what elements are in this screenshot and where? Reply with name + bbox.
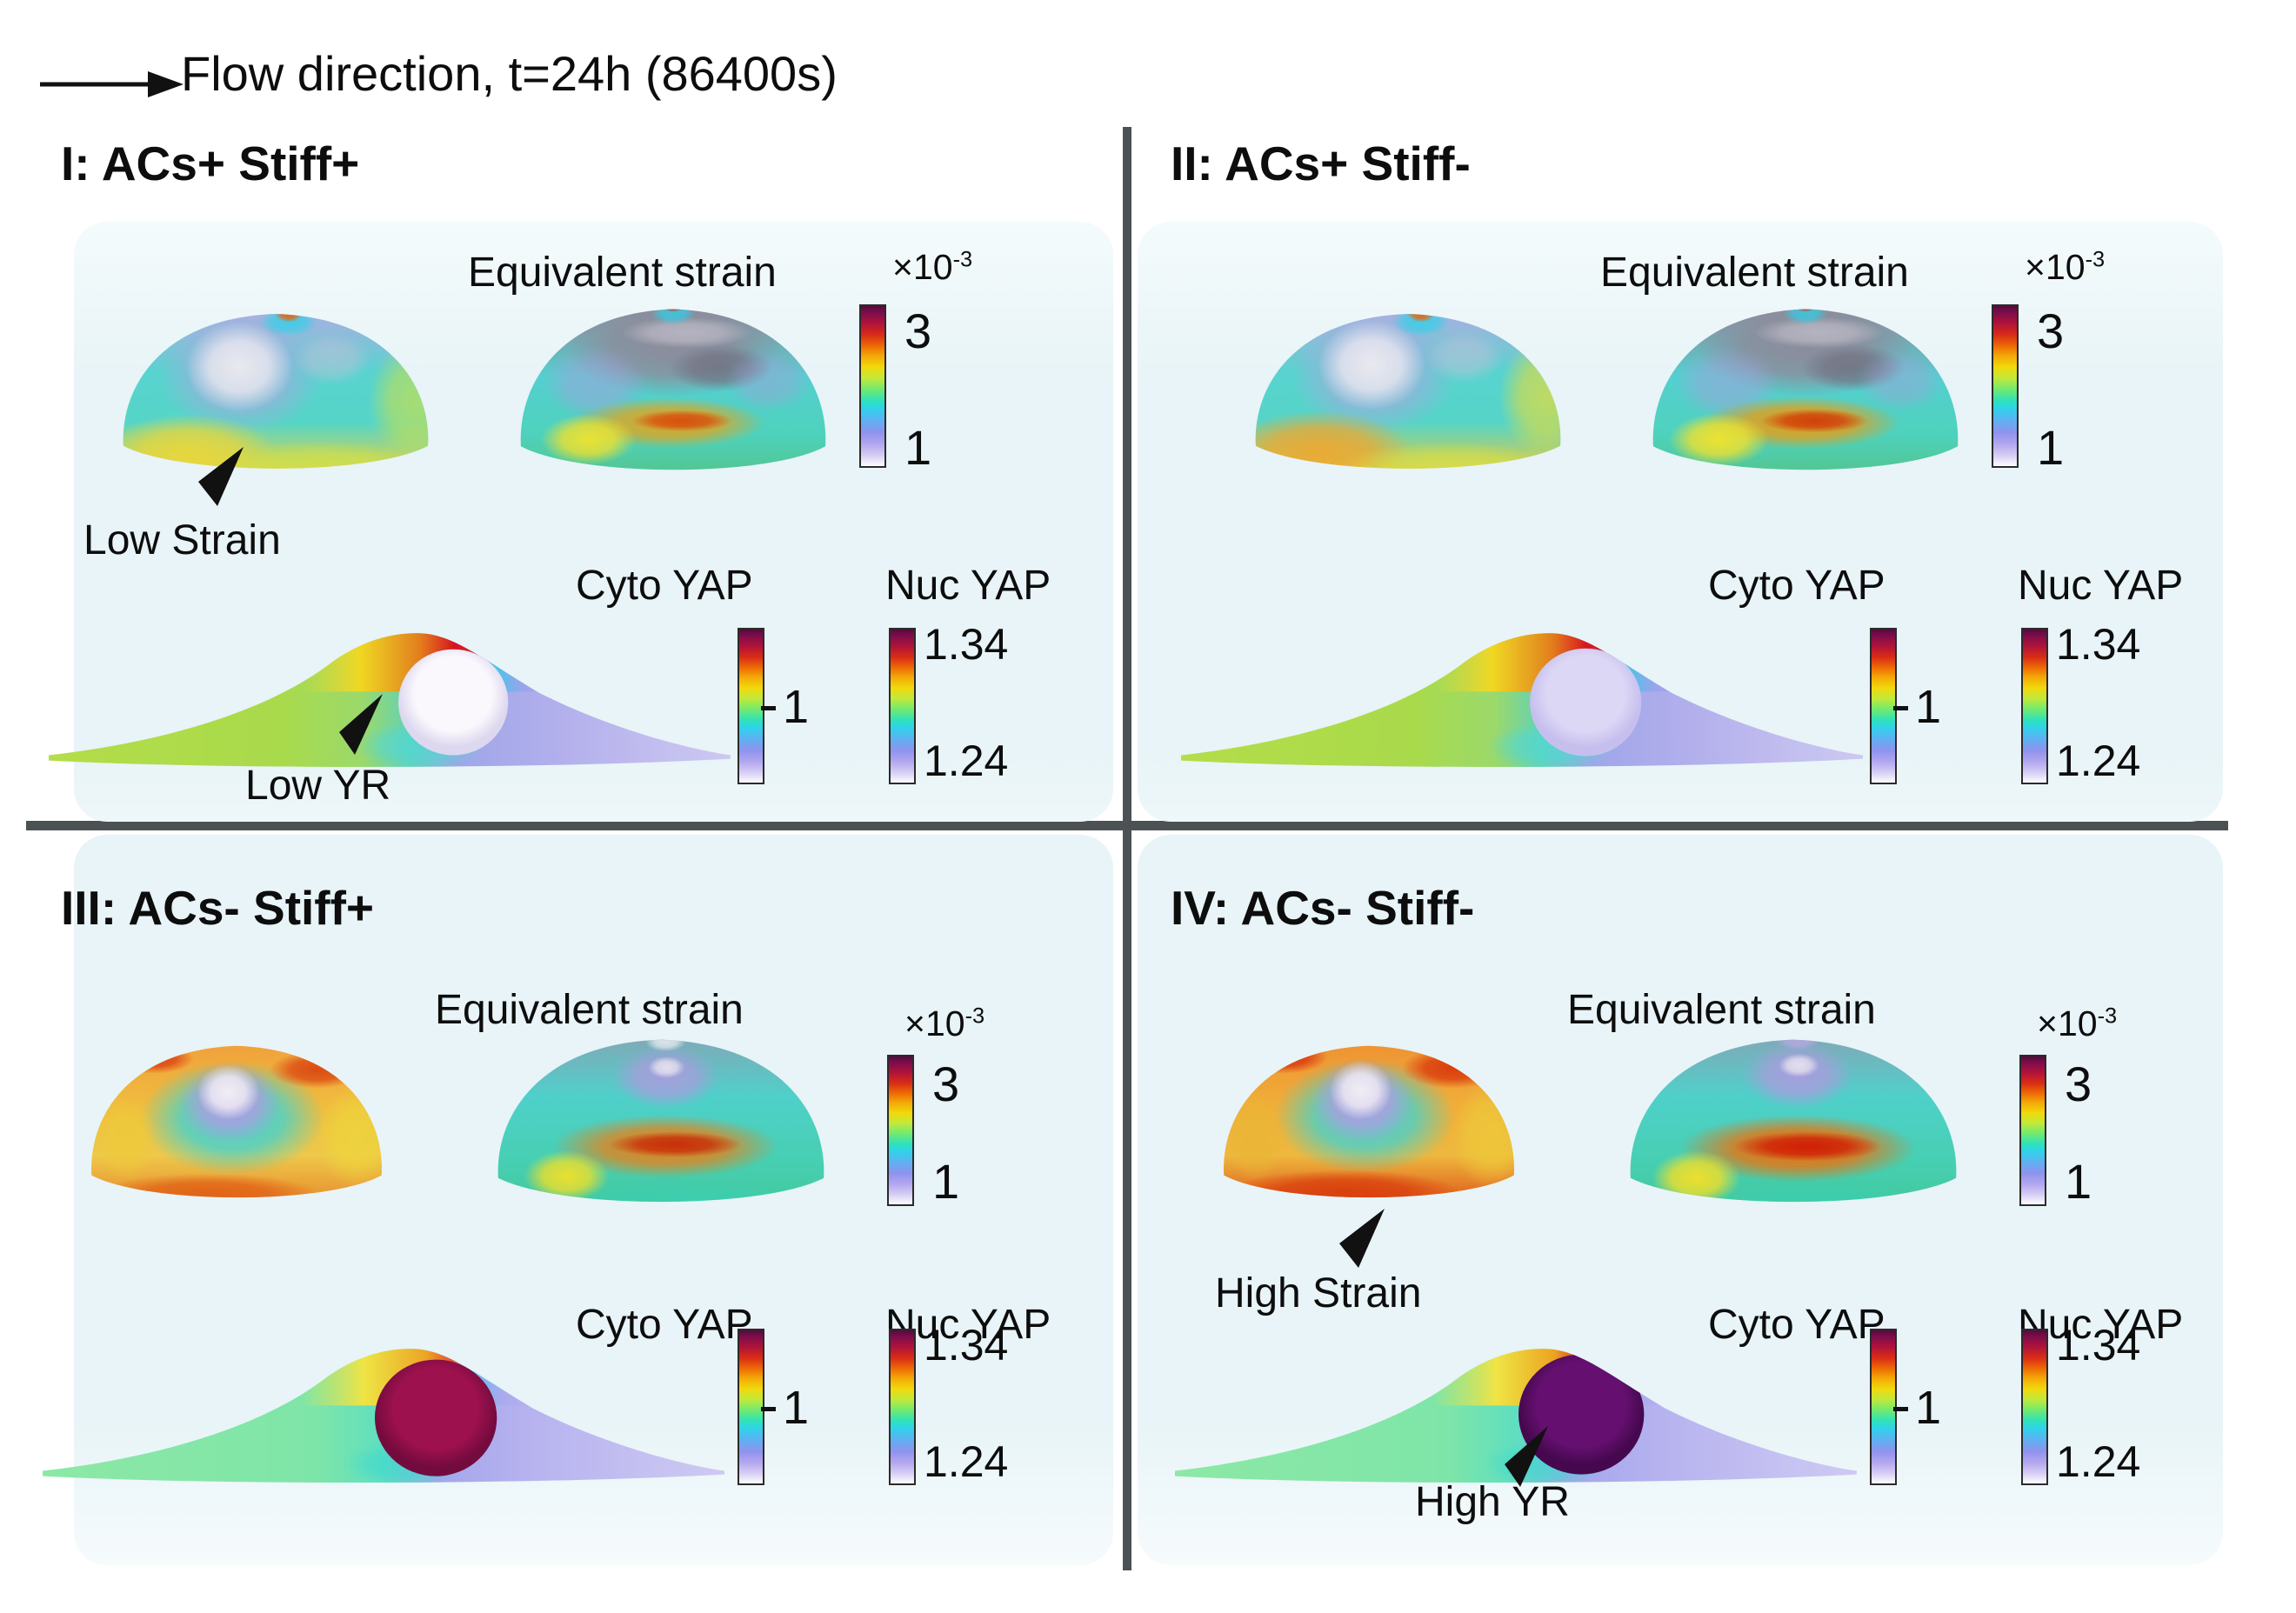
- annotation-low-yr: Low YR: [245, 763, 391, 809]
- flow-direction-arrow-icon: [40, 71, 184, 97]
- strain-scale-multiplier: ×10-3: [2037, 1003, 2117, 1044]
- strain-dome-right: [509, 297, 838, 483]
- cyto-colorbar-tick: [1893, 706, 1908, 710]
- strain-dome-right: [485, 1028, 837, 1216]
- nuc-colorbar-min: 1.24: [2056, 737, 2141, 785]
- quadrant-title: IV: ACs- Stiff-: [1171, 881, 1475, 935]
- cyto-colorbar-tick: [761, 706, 776, 710]
- nuc-colorbar-min: 1.24: [2056, 1437, 2141, 1486]
- nuc-yap-colorbar: [889, 628, 916, 784]
- strain-colorbar-min: 1: [932, 1154, 960, 1209]
- arrowhead-icon: [1505, 1426, 1548, 1487]
- strain-colorbar-min: 1: [2065, 1154, 2092, 1209]
- multiplier-base: ×10: [2037, 1003, 2098, 1043]
- annotation-low-strain: Low Strain: [83, 517, 281, 563]
- annotation-high-yr: High YR: [1415, 1479, 1570, 1525]
- nuc-colorbar-min: 1.24: [924, 1437, 1009, 1486]
- nuc-yap-colorbar: [2021, 1329, 2048, 1485]
- cyto-yap-label: Cyto YAP: [1708, 1302, 1886, 1348]
- multiplier-exponent: -3: [2097, 1003, 2118, 1029]
- quadrant-II: II: ACs+ Stiff- Equivalent strain ×10-3 …: [1132, 0, 2296, 826]
- multiplier-base: ×10: [2025, 247, 2086, 287]
- cyto-colorbar-tick-label: 1: [1915, 1382, 1942, 1434]
- nuc-yap-colorbar: [889, 1329, 916, 1485]
- nuc-yap-label: Nuc YAP: [2018, 563, 2184, 609]
- multiplier-exponent: -3: [964, 1003, 985, 1029]
- strain-dome-left: [80, 1035, 393, 1210]
- equivalent-strain-label: Equivalent strain: [468, 250, 777, 296]
- strain-colorbar: [1992, 304, 2019, 468]
- nuc-colorbar-max: 1.34: [2056, 1321, 2141, 1370]
- equivalent-strain-label: Equivalent strain: [1567, 987, 1876, 1033]
- strain-dome-left: [111, 303, 440, 482]
- strain-colorbar-min: 1: [2037, 420, 2065, 475]
- multiplier-base: ×10: [904, 1003, 965, 1043]
- nuc-yap-colorbar: [2021, 628, 2048, 784]
- strain-colorbar-max: 3: [2065, 1056, 2092, 1111]
- quadrant-I: I: ACs+ Stiff+ Equivalent strain ×10-3 3…: [0, 0, 1124, 826]
- cyto-colorbar-tick: [761, 1407, 776, 1411]
- strain-colorbar: [887, 1055, 914, 1206]
- cyto-colorbar-tick-label: 1: [783, 1382, 810, 1434]
- quadrant-title: II: ACs+ Stiff-: [1171, 137, 1471, 190]
- arrowhead-icon: [1339, 1209, 1385, 1268]
- cell-cross-section: [1178, 609, 1866, 781]
- strain-colorbar-max: 3: [2037, 303, 2065, 358]
- multiplier-exponent: -3: [952, 247, 973, 272]
- quadrant-IV: IV: ACs- Stiff- Equivalent strain ×10-3 …: [1132, 833, 2296, 1613]
- annotation-high-strain: High Strain: [1215, 1270, 1422, 1316]
- cyto-colorbar-tick: [1893, 1407, 1908, 1411]
- multiplier-base: ×10: [892, 247, 953, 287]
- quadrant-title: I: ACs+ Stiff+: [61, 137, 360, 190]
- arrowhead-icon: [198, 447, 244, 506]
- quadrant-III: III: ACs- Stiff+ Equivalent strain ×10-3…: [0, 833, 1124, 1613]
- divider-vertical: [1123, 127, 1131, 1570]
- strain-dome-left: [1244, 303, 1572, 482]
- cell-cross-section: [39, 1324, 728, 1496]
- strain-colorbar-max: 3: [904, 303, 932, 358]
- nuc-colorbar-max: 1.34: [2056, 620, 2141, 669]
- strain-dome-left: [1212, 1035, 1525, 1210]
- strain-scale-multiplier: ×10-3: [892, 247, 972, 288]
- strain-colorbar: [2019, 1055, 2046, 1206]
- strain-scale-multiplier: ×10-3: [2025, 247, 2105, 288]
- strain-dome-right: [1618, 1028, 1969, 1216]
- cyto-yap-label: Cyto YAP: [576, 1302, 753, 1348]
- strain-colorbar-min: 1: [904, 420, 932, 475]
- divider-horizontal: [26, 821, 2228, 830]
- multiplier-exponent: -3: [2085, 247, 2106, 272]
- flow-direction-label: Flow direction, t=24h (86400s): [181, 46, 838, 101]
- cyto-colorbar-tick-label: 1: [783, 681, 810, 733]
- arrowhead-icon: [339, 694, 383, 755]
- nuc-colorbar-max: 1.34: [924, 1321, 1009, 1370]
- cyto-yap-label: Cyto YAP: [576, 563, 753, 609]
- strain-colorbar-max: 3: [932, 1056, 960, 1111]
- strain-dome-right: [1641, 297, 1970, 483]
- nuc-yap-label: Nuc YAP: [885, 563, 1051, 609]
- quadrant-title: III: ACs- Stiff+: [61, 881, 375, 935]
- equivalent-strain-label: Equivalent strain: [435, 987, 744, 1033]
- strain-scale-multiplier: ×10-3: [904, 1003, 984, 1044]
- cyto-colorbar-tick-label: 1: [1915, 681, 1942, 733]
- nuc-colorbar-max: 1.34: [924, 620, 1009, 669]
- equivalent-strain-label: Equivalent strain: [1600, 250, 1909, 296]
- cell-cross-section: [45, 609, 734, 781]
- nuc-colorbar-min: 1.24: [924, 737, 1009, 785]
- cyto-yap-label: Cyto YAP: [1708, 563, 1886, 609]
- strain-colorbar: [859, 304, 886, 468]
- cell-cross-section: [1171, 1324, 1860, 1496]
